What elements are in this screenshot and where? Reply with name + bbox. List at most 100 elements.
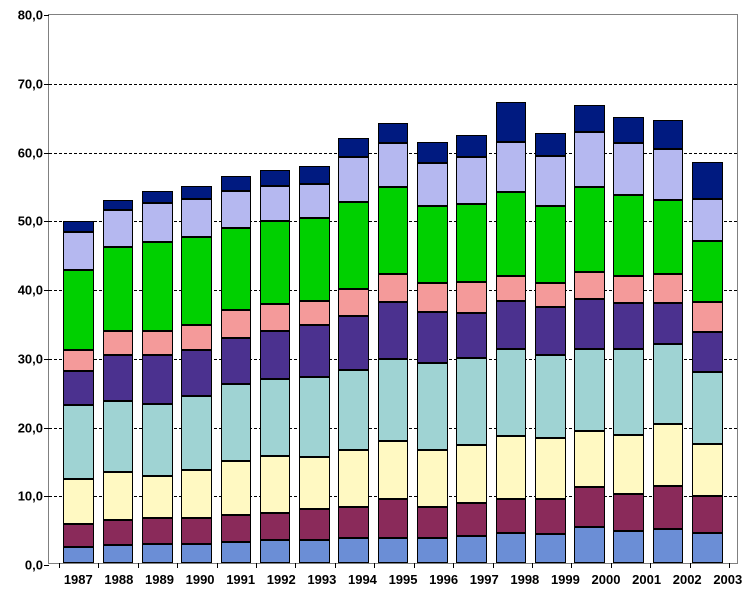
bar-segment [417,142,448,163]
bar-slot [491,15,530,563]
bar-segment [142,242,173,331]
bar [103,200,134,563]
bar [221,176,252,563]
bar-segment [456,204,487,282]
x-axis-label: 1996 [423,572,464,587]
y-axis-label: 70,0 [18,76,49,91]
bar-segment [103,331,134,354]
bar-slot [648,15,687,563]
bar-segment [417,363,448,450]
bar-segment [456,503,487,536]
bar-segment [613,195,644,276]
bar [181,186,212,563]
bar-slot [295,15,334,563]
bar-segment [338,289,369,316]
bar-segment [63,547,94,563]
plot-area: 0,010,020,030,040,050,060,070,080,0 [48,14,738,564]
bar-segment [63,221,94,232]
bar-segment [378,441,409,499]
x-tick [177,563,178,568]
x-tick [59,563,60,568]
bar-segment [181,199,212,237]
bar-segment [299,457,330,509]
x-axis-label: 1994 [342,572,383,587]
bar-segment [63,524,94,547]
bar-segment [142,476,173,519]
bar-segment [260,456,291,513]
bar-slot [688,15,727,563]
bar-segment [63,232,94,271]
x-axis-label: 2001 [626,572,667,587]
bar [613,117,644,563]
x-axis-label: 1997 [464,572,505,587]
bar-segment [613,494,644,530]
bar-segment [103,200,134,210]
bar [496,102,527,563]
bar [63,221,94,563]
bar-segment [417,507,448,538]
bar-segment [574,187,605,272]
x-axis-label: 1991 [220,572,261,587]
bar-segment [338,138,369,157]
bar-segment [142,191,173,203]
bar-segment [496,102,527,142]
bar-segment [142,518,173,544]
bar-slot [531,15,570,563]
bar-segment [378,499,409,538]
bar-segment [613,276,644,304]
bar-segment [653,200,684,274]
bar-segment [653,303,684,344]
bar-segment [653,344,684,424]
x-tick [611,563,612,568]
x-axis-label: 1992 [261,572,302,587]
bar-segment [692,496,723,533]
bar-segment [535,133,566,156]
bar-slot [413,15,452,563]
bar-segment [142,404,173,476]
bar-segment [417,206,448,283]
bar-segment [181,396,212,470]
bar-segment [574,272,605,300]
bar-slot [138,15,177,563]
bar [142,191,173,563]
bar-segment [417,538,448,563]
y-axis-label: 50,0 [18,214,49,229]
bar-segment [338,157,369,202]
x-tick [453,563,454,568]
bar-segment [653,274,684,304]
bar-slot [177,15,216,563]
bar-segment [456,445,487,503]
x-axis-label: 2002 [667,572,708,587]
bar-segment [338,507,369,538]
bar-segment [299,301,330,325]
bar-segment [181,325,212,350]
bar-segment [103,210,134,247]
bar-segment [692,302,723,332]
bar-segment [378,538,409,563]
bar-segment [692,162,723,198]
x-axis-label: 2000 [586,572,627,587]
stacked-bar-chart: 0,010,020,030,040,050,060,070,080,0 1987… [0,0,750,592]
y-axis-label: 60,0 [18,145,49,160]
bar-segment [338,202,369,289]
bar-segment [299,325,330,377]
bar-segment [613,117,644,143]
bars-row [49,15,737,563]
bar-segment [142,331,173,355]
bar-segment [221,191,252,228]
bar-segment [260,170,291,186]
y-axis-label: 30,0 [18,351,49,366]
bar-segment [338,450,369,507]
bar-segment [574,105,605,132]
bar-segment [221,461,252,515]
x-tick [335,563,336,568]
bar-segment [63,479,94,524]
bar-segment [456,536,487,563]
bar-segment [260,304,291,331]
bar-segment [692,199,723,241]
x-tick [217,563,218,568]
x-tick [414,563,415,568]
bar-segment [653,486,684,529]
bar-segment [692,241,723,302]
x-tick [690,563,691,568]
